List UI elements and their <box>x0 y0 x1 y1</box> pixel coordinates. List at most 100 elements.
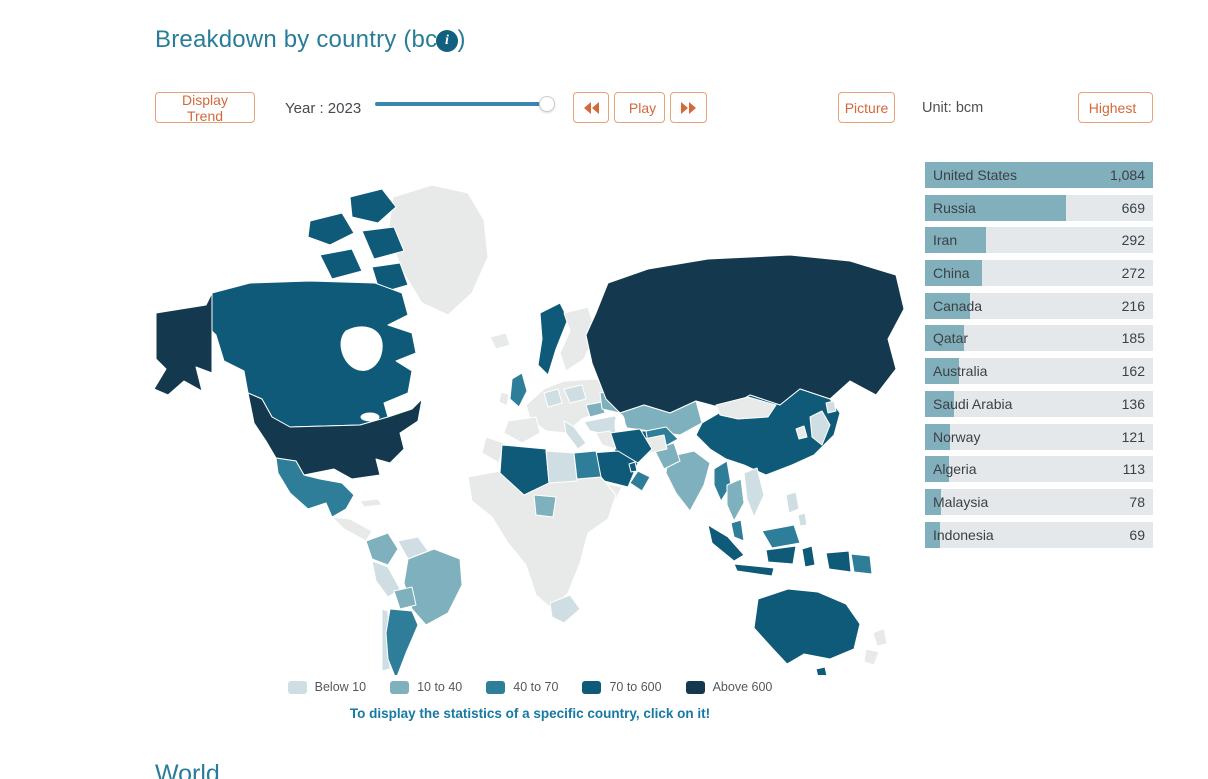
country-spain[interactable] <box>503 416 541 444</box>
country-netherlands[interactable] <box>543 388 563 408</box>
country-qatar[interactable] <box>628 461 638 473</box>
ranking-bar <box>925 456 949 483</box>
ranking-country-label: Indonesia <box>933 526 994 543</box>
country-indonesia[interactable] <box>733 563 775 577</box>
ranking-row[interactable]: China 272 <box>925 260 1153 287</box>
ranking-row[interactable]: Australia 162 <box>925 358 1153 385</box>
country-philippines[interactable] <box>797 512 808 527</box>
country-africa-other[interactable] <box>467 470 617 610</box>
country-canada[interactable] <box>319 248 363 280</box>
country-cuba[interactable] <box>359 498 383 508</box>
country-indonesia[interactable] <box>765 545 797 565</box>
country-mongolia[interactable] <box>715 396 777 420</box>
country-japan[interactable] <box>825 400 837 414</box>
country-greenland[interactable] <box>387 184 489 316</box>
ranking-row[interactable]: Norway 121 <box>925 423 1153 450</box>
ranking-row[interactable]: Qatar 185 <box>925 325 1153 352</box>
country-australia[interactable] <box>753 588 861 665</box>
display-trend-button[interactable]: Display Trend <box>155 92 255 124</box>
country-canada[interactable] <box>349 188 397 224</box>
ranking-country-label: Algeria <box>933 461 977 478</box>
country-japan[interactable] <box>809 410 831 446</box>
year-slider[interactable] <box>375 96 555 112</box>
country-argentina[interactable] <box>385 608 419 680</box>
ranking-value: 78 <box>1129 493 1145 510</box>
fast-forward-icon <box>681 101 696 114</box>
ranking-bar <box>925 358 960 385</box>
country-malaysia[interactable] <box>730 519 745 542</box>
ranking-row[interactable]: Saudi Arabia 136 <box>925 390 1153 417</box>
play-button[interactable]: Play <box>614 92 665 123</box>
country-australia[interactable] <box>815 666 828 678</box>
country-libya[interactable] <box>545 450 578 484</box>
country-mexico[interactable] <box>275 457 355 518</box>
ranking-row[interactable]: Algeria 113 <box>925 456 1153 483</box>
sort-highest-label: Highest <box>1088 99 1137 116</box>
country-indonesia[interactable] <box>707 524 745 562</box>
country-canada[interactable] <box>203 280 417 428</box>
ranking-row[interactable]: Indonesia 69 <box>925 521 1153 548</box>
country-south-africa[interactable] <box>549 594 581 624</box>
country-egypt[interactable] <box>573 450 602 480</box>
country-bolivia[interactable] <box>393 586 417 610</box>
country-canada[interactable] <box>307 212 355 246</box>
sort-highest-dropdown[interactable]: Highest <box>1078 92 1153 123</box>
year-slider-track[interactable] <box>375 102 553 106</box>
info-icon[interactable]: i <box>436 30 458 52</box>
country-iraq[interactable] <box>595 430 617 450</box>
country-sweden-finland[interactable] <box>559 306 597 372</box>
ranking-row[interactable]: Malaysia 78 <box>925 488 1153 515</box>
ranking-value: 162 <box>1121 363 1145 380</box>
country-indonesia[interactable] <box>825 550 852 573</box>
legend-label: 70 to 600 <box>609 680 662 694</box>
picture-button[interactable]: Picture <box>838 92 895 123</box>
country-poland[interactable] <box>563 384 587 404</box>
world-section-title: World <box>155 760 220 779</box>
year-slider-thumb[interactable] <box>539 96 555 112</box>
country-ireland[interactable] <box>498 391 510 407</box>
legend-swatch <box>390 680 410 694</box>
ranking-row[interactable]: Canada 216 <box>925 292 1153 319</box>
country-central-america[interactable] <box>331 516 373 542</box>
ranking-row[interactable]: Russia 669 <box>925 194 1153 221</box>
ranking-row[interactable]: Iran 292 <box>925 227 1153 254</box>
ranking-bar <box>925 292 971 319</box>
ranking-row[interactable]: United States 1,084 <box>925 162 1153 188</box>
country-norway[interactable] <box>537 302 569 376</box>
country-india[interactable] <box>665 450 711 512</box>
rewind-button[interactable] <box>573 92 609 123</box>
country-canada[interactable] <box>361 226 405 260</box>
legend-swatch <box>685 680 705 694</box>
country-papua-new-guinea[interactable] <box>850 553 873 575</box>
country-malaysia[interactable] <box>761 524 801 549</box>
legend-swatch <box>287 680 307 694</box>
country-thailand[interactable] <box>726 478 745 522</box>
country-romania[interactable] <box>585 401 606 418</box>
country-new-zealand[interactable] <box>863 648 880 666</box>
country-vietnam[interactable] <box>743 467 765 518</box>
country-colombia[interactable] <box>365 532 399 566</box>
fast-forward-button[interactable] <box>670 92 707 123</box>
country-algeria[interactable] <box>499 444 550 496</box>
country-iceland[interactable] <box>489 332 511 350</box>
legend-item: Above 600 <box>685 680 772 694</box>
country-south-korea[interactable] <box>795 425 808 440</box>
country-indonesia[interactable] <box>801 545 816 568</box>
country-united-states[interactable] <box>153 292 213 396</box>
year-label: Year : 2023 <box>285 100 362 117</box>
ranking-value: 272 <box>1121 265 1145 282</box>
country-oman[interactable] <box>629 470 651 492</box>
country-nigeria[interactable] <box>533 494 557 518</box>
country-morocco[interactable] <box>481 436 505 464</box>
country-new-zealand[interactable] <box>872 627 888 647</box>
ranking-country-label: Malaysia <box>933 493 989 510</box>
ranking-bar <box>925 390 954 417</box>
country-italy[interactable] <box>563 420 587 450</box>
country-united-kingdom[interactable] <box>509 372 528 408</box>
country-peru[interactable] <box>371 560 401 598</box>
ranking-country-label: Iran <box>933 232 958 249</box>
ranking-bar <box>925 423 951 450</box>
country-philippines[interactable] <box>785 491 800 514</box>
ranking-country-label: Russia <box>933 199 976 216</box>
country-russia[interactable] <box>585 254 905 414</box>
